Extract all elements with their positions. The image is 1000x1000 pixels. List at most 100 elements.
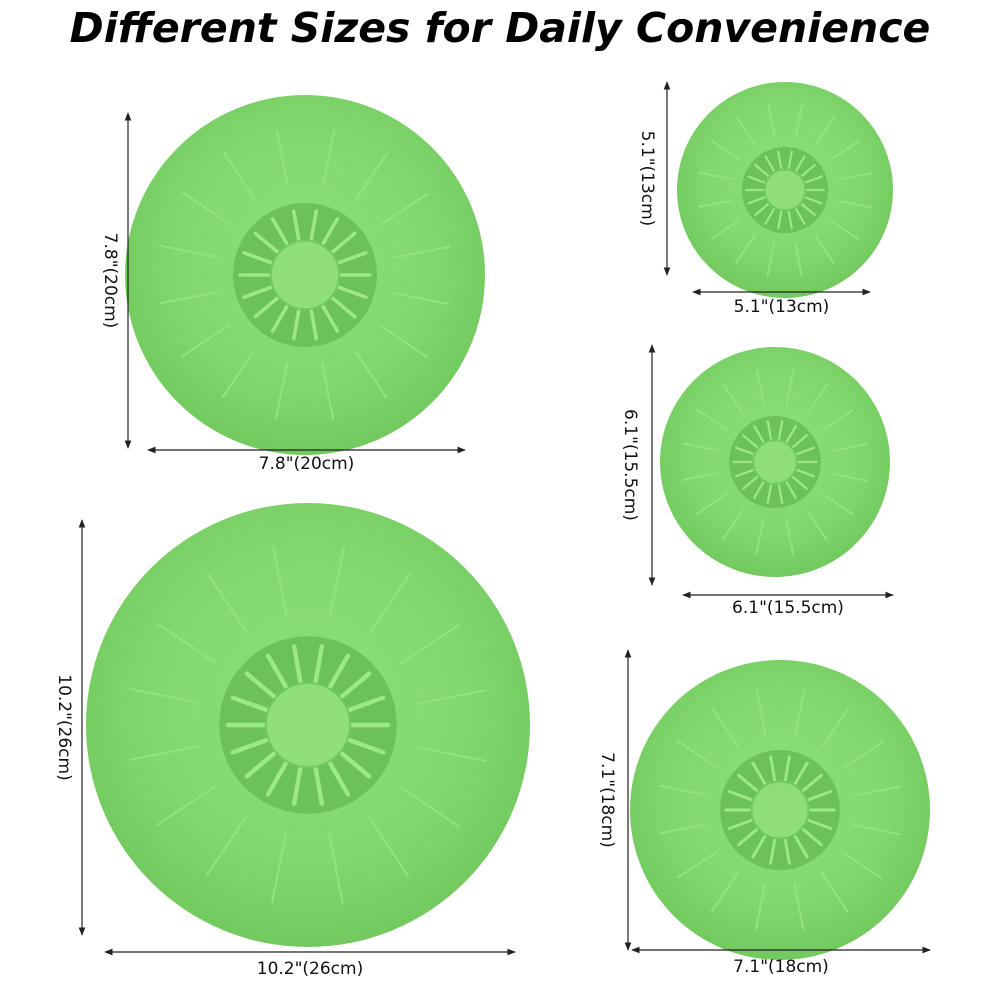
rib: [221, 349, 256, 398]
rib: [129, 745, 200, 761]
spike: [754, 163, 770, 178]
spike: [794, 207, 806, 225]
rib: [814, 115, 836, 146]
spike: [327, 653, 351, 689]
height-label: 10.2"(26cm): [54, 674, 74, 780]
spike: [769, 755, 777, 782]
rib: [837, 172, 873, 181]
rib: [722, 382, 745, 415]
rib: [794, 242, 803, 278]
rib: [710, 219, 741, 240]
spike: [751, 834, 767, 859]
rib: [767, 102, 776, 138]
spike: [309, 209, 319, 242]
rib: [755, 369, 765, 406]
rib: [831, 442, 868, 452]
lid: [125, 95, 485, 455]
rib: [379, 192, 429, 227]
rib: [822, 493, 854, 516]
rib: [853, 785, 901, 797]
rib: [829, 219, 860, 241]
rib: [711, 706, 740, 749]
rib: [755, 689, 767, 737]
rib: [205, 816, 247, 877]
width-label: 5.1"(13cm): [734, 297, 830, 317]
rib: [793, 689, 806, 737]
rib: [393, 245, 451, 259]
lid: [630, 660, 930, 960]
rib: [329, 546, 346, 617]
spike: [242, 285, 273, 299]
spike: [785, 424, 797, 444]
rib: [841, 851, 883, 880]
rib: [734, 234, 756, 265]
spike: [737, 773, 759, 793]
height-label: 7.8"(20cm): [100, 233, 120, 329]
lid: [677, 82, 893, 298]
spike: [783, 838, 791, 865]
rib: [393, 291, 450, 306]
rib: [156, 622, 217, 664]
rib: [721, 509, 744, 541]
width-label: 7.8"(20cm): [259, 454, 355, 474]
spike: [727, 790, 754, 802]
spike: [777, 150, 783, 170]
lid-knob: [269, 239, 341, 311]
spike: [783, 755, 791, 782]
rib: [368, 816, 410, 878]
spike: [321, 304, 340, 333]
rib: [710, 871, 739, 913]
spike: [795, 446, 816, 456]
rib: [379, 324, 428, 359]
rib: [735, 115, 756, 146]
rib: [270, 833, 287, 904]
width-label: 6.1"(15.5cm): [732, 598, 844, 618]
rib: [682, 442, 719, 452]
rib: [676, 850, 719, 879]
width-label: 7.1"(18cm): [733, 957, 829, 977]
rib: [353, 349, 388, 399]
spike: [777, 483, 784, 504]
spike: [313, 766, 325, 806]
height-label: 7.1"(18cm): [597, 752, 617, 848]
lid-knob: [264, 681, 352, 769]
spike: [742, 475, 759, 490]
spike: [230, 737, 269, 755]
spike: [330, 231, 357, 254]
spike: [791, 434, 808, 449]
spike: [734, 468, 755, 478]
rib: [222, 151, 257, 201]
spike: [794, 155, 806, 173]
height-label: 5.1"(13cm): [637, 131, 657, 227]
rib: [659, 784, 707, 797]
spike: [253, 296, 280, 319]
rib: [710, 139, 741, 161]
spike: [291, 766, 303, 806]
spike: [309, 308, 319, 341]
spike: [800, 163, 816, 178]
lid: [660, 347, 890, 577]
rib: [805, 509, 828, 542]
lid: [86, 503, 530, 947]
lid-knob: [763, 168, 807, 212]
rib: [399, 786, 460, 828]
rib: [695, 492, 728, 515]
rib: [837, 199, 872, 209]
spike: [347, 695, 386, 713]
spike: [787, 150, 793, 170]
title: Different Sizes for Daily Convenience: [70, 4, 931, 52]
spike: [747, 175, 766, 184]
spike: [800, 202, 816, 217]
rib: [159, 291, 217, 305]
spike: [801, 773, 823, 793]
spike: [339, 671, 372, 699]
spike: [313, 644, 325, 684]
spike: [347, 737, 386, 755]
spike: [327, 761, 351, 797]
rib: [416, 746, 487, 763]
rib: [659, 823, 707, 835]
height-label: 6.1"(15.5cm): [620, 409, 640, 521]
rib: [181, 323, 231, 358]
rib: [275, 129, 289, 187]
spike: [777, 420, 784, 441]
